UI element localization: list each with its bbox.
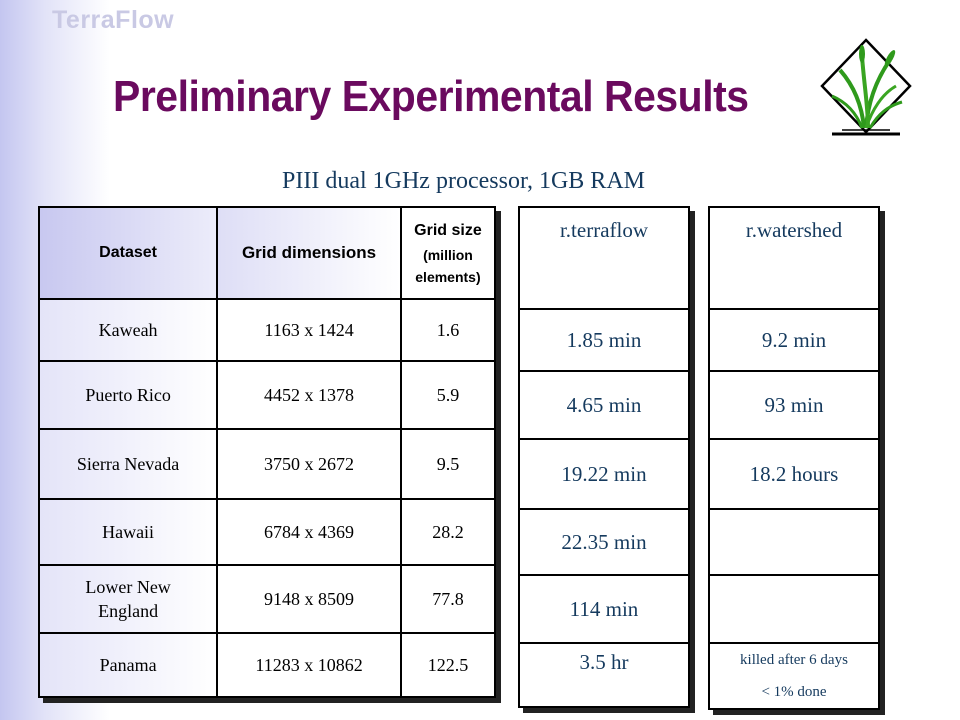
dimensions-cell: 11283 x 10862 — [216, 632, 402, 698]
size-cell: 77.8 — [399, 564, 497, 634]
table-row: 9.2 min — [708, 308, 880, 372]
table-header-row: Dataset Grid dimensions Grid size (milli… — [37, 206, 497, 300]
terraflow-header: r.terraflow — [518, 206, 690, 310]
table-row — [708, 574, 880, 644]
dataset-cell: Panama — [37, 632, 219, 698]
table-row: Kaweah 1163 x 1424 1.6 — [37, 298, 497, 362]
header-grid-size-label: Grid size — [414, 222, 482, 239]
watershed-time-cell: 9.2 min — [708, 308, 880, 372]
size-cell: 9.5 — [399, 428, 497, 500]
watershed-time-cell: killed after 6 days < 1% done — [708, 642, 880, 710]
terraflow-time-cell: 114 min — [518, 574, 690, 644]
dimensions-cell: 3750 x 2672 — [216, 428, 402, 500]
table-row — [708, 508, 880, 576]
size-cell: 122.5 — [399, 632, 497, 698]
grass-logo-icon — [820, 38, 912, 136]
header-grid-size-unit: (million elements) — [415, 247, 481, 285]
dataset-table: Dataset Grid dimensions Grid size (milli… — [37, 206, 497, 698]
table-row: 4.65 min — [518, 370, 690, 440]
size-cell: 5.9 — [399, 360, 497, 430]
dataset-cell: Puerto Rico — [37, 360, 219, 430]
page-title: Preliminary Experimental Results — [113, 72, 749, 121]
watershed-header-row: r.watershed — [708, 206, 880, 310]
dimensions-cell: 9148 x 8509 — [216, 564, 402, 634]
terraflow-time-cell: 22.35 min — [518, 508, 690, 576]
watershed-table: r.watershed 9.2 min 93 min 18.2 hours ki… — [708, 206, 880, 710]
header-grid-size: Grid size (million elements) — [399, 206, 497, 300]
watershed-killed-note: killed after 6 days — [740, 652, 848, 668]
watershed-time-cell — [708, 508, 880, 576]
header-grid-dimensions-label: Grid dimensions — [241, 243, 377, 262]
table-row: 93 min — [708, 370, 880, 440]
table-row: 1.85 min — [518, 308, 690, 372]
table-row: Hawaii 6784 x 4369 28.2 — [37, 498, 497, 566]
table-row: Sierra Nevada 3750 x 2672 9.5 — [37, 428, 497, 500]
table-row: 22.35 min — [518, 508, 690, 576]
terraflow-header-row: r.terraflow — [518, 206, 690, 310]
header-dataset: Dataset — [37, 206, 219, 300]
brand-label: TerraFlow — [52, 6, 175, 34]
dataset-cell: Kaweah — [37, 298, 219, 362]
dimensions-cell: 1163 x 1424 — [216, 298, 402, 362]
watershed-time-cell: 18.2 hours — [708, 438, 880, 510]
dimensions-cell: 6784 x 4369 — [216, 498, 402, 566]
watershed-time-cell — [708, 574, 880, 644]
table-row: Panama 11283 x 10862 122.5 — [37, 632, 497, 698]
subtitle: PIII dual 1GHz processor, 1GB RAM — [282, 168, 645, 194]
watershed-done-note: < 1% done — [761, 684, 827, 700]
dimensions-cell: 4452 x 1378 — [216, 360, 402, 430]
terraflow-table: r.terraflow 1.85 min 4.65 min 19.22 min … — [518, 206, 690, 708]
terraflow-time-cell: 1.85 min — [518, 308, 690, 372]
header-dataset-label: Dataset — [99, 244, 157, 261]
dataset-cell: Lower New England — [37, 564, 219, 634]
watershed-header: r.watershed — [708, 206, 880, 310]
dataset-cell: Hawaii — [37, 498, 219, 566]
dataset-cell: Sierra Nevada — [37, 428, 219, 500]
terraflow-time-cell: 19.22 min — [518, 438, 690, 510]
table-row: Puerto Rico 4452 x 1378 5.9 — [37, 360, 497, 430]
header-grid-dimensions: Grid dimensions — [216, 206, 402, 300]
table-row: killed after 6 days < 1% done — [708, 642, 880, 710]
table-row: 19.22 min — [518, 438, 690, 510]
table-row: 114 min — [518, 574, 690, 644]
table-row: Lower New England 9148 x 8509 77.8 — [37, 564, 497, 634]
terraflow-time-cell: 4.65 min — [518, 370, 690, 440]
table-row: 3.5 hr — [518, 642, 690, 708]
size-cell: 1.6 — [399, 298, 497, 362]
terraflow-time-cell: 3.5 hr — [518, 642, 690, 708]
watershed-time-cell: 93 min — [708, 370, 880, 440]
size-cell: 28.2 — [399, 498, 497, 566]
table-row: 18.2 hours — [708, 438, 880, 510]
